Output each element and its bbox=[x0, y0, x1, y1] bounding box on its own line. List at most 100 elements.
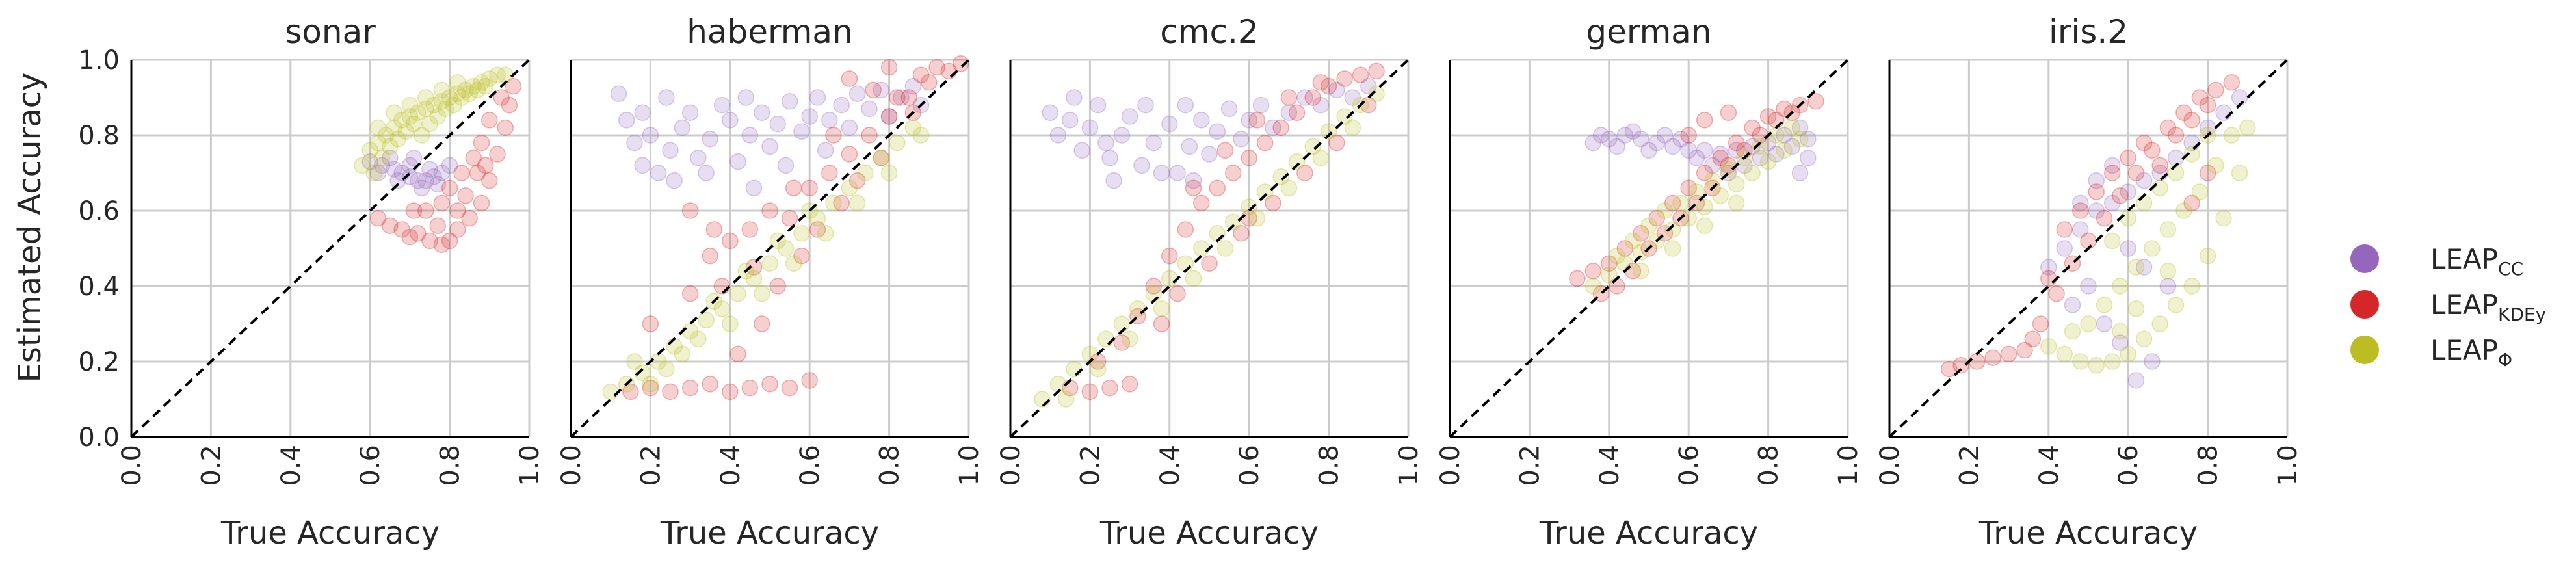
scatter-point bbox=[1744, 119, 1761, 137]
scatter-point bbox=[1744, 165, 1761, 181]
scatter-point bbox=[2135, 330, 2153, 347]
panel-title: haberman bbox=[687, 13, 853, 51]
scatter-point bbox=[1296, 165, 1313, 181]
scatter-point bbox=[1640, 217, 1657, 234]
scatter-point bbox=[1609, 247, 1625, 265]
scatter-point bbox=[433, 194, 451, 212]
panel-title: german bbox=[1586, 13, 1711, 51]
scatter-point bbox=[1704, 157, 1721, 174]
scatter-point bbox=[401, 108, 419, 125]
scatter-point bbox=[401, 228, 419, 246]
scatter-point bbox=[2120, 345, 2136, 363]
scatter-point bbox=[777, 157, 795, 174]
scatter-point bbox=[722, 315, 739, 332]
scatter-point bbox=[1209, 225, 1226, 242]
scatter-point bbox=[2215, 209, 2232, 227]
scatter-point bbox=[1680, 142, 1697, 159]
scatter-point bbox=[449, 202, 466, 219]
scatter-point bbox=[361, 153, 378, 170]
scatter-point bbox=[2120, 209, 2136, 227]
scatter-point bbox=[1344, 89, 1361, 106]
scatter-point bbox=[2144, 240, 2161, 257]
scatter-point bbox=[2199, 165, 2216, 181]
scatter-point bbox=[817, 225, 834, 242]
scatter-point bbox=[481, 112, 498, 129]
scatter-point bbox=[1791, 119, 1809, 137]
scatter-point bbox=[754, 104, 770, 121]
scatter-point bbox=[634, 364, 651, 382]
scatter-point bbox=[737, 89, 755, 106]
scatter-point bbox=[1768, 112, 1785, 129]
scatter-point bbox=[2207, 81, 2224, 99]
scatter-point bbox=[1280, 179, 1298, 196]
scatter-point bbox=[1081, 119, 1099, 137]
scatter-point bbox=[441, 157, 458, 174]
scatter-point bbox=[465, 77, 482, 95]
scatter-point bbox=[365, 165, 383, 181]
scatter-point bbox=[441, 89, 458, 106]
scatter-point bbox=[610, 85, 627, 102]
scatter-point bbox=[2112, 334, 2129, 351]
scatter-point bbox=[904, 77, 922, 95]
scatter-point bbox=[1312, 96, 1330, 114]
scatter-point bbox=[2080, 278, 2097, 295]
scatter-point bbox=[713, 96, 731, 114]
scatter-point bbox=[1233, 131, 1250, 148]
scatter-point bbox=[761, 376, 778, 393]
scatter-point bbox=[2064, 297, 2081, 313]
scatter-point bbox=[873, 81, 890, 99]
legend-label: LEAPKDEy bbox=[2430, 289, 2546, 325]
scatter-point bbox=[1656, 202, 1674, 219]
y-tick-label: 0.8 bbox=[78, 121, 120, 151]
scatter-point bbox=[889, 134, 906, 152]
scatter-point bbox=[841, 179, 858, 196]
scatter-point bbox=[801, 179, 818, 196]
x-tick-label: 0.0 bbox=[1436, 445, 1465, 486]
scatter-point bbox=[761, 255, 778, 272]
scatter-point bbox=[1177, 255, 1194, 272]
scatter-point bbox=[405, 150, 423, 166]
scatter-point bbox=[1768, 127, 1785, 144]
scatter-point bbox=[1728, 194, 1745, 212]
x-tick-label: 0.8 bbox=[1315, 445, 1345, 486]
panel-iris.2: iris.2 0.0 0.2 0.4 0.6 0.8 1.0 True Accuracy bbox=[1875, 13, 2303, 551]
scatter-point bbox=[729, 153, 746, 170]
x-tick-label: 0.6 bbox=[795, 445, 825, 486]
scatter-point bbox=[781, 93, 798, 110]
x-tick-label: 1.0 bbox=[1394, 445, 1424, 486]
scatter-point bbox=[1624, 232, 1642, 250]
scatter-point bbox=[449, 85, 466, 102]
scatter-point bbox=[1153, 300, 1170, 317]
scatter-point bbox=[2103, 194, 2121, 212]
scatter-point bbox=[389, 172, 406, 189]
scatter-point bbox=[1633, 225, 1649, 242]
scatter-point bbox=[1584, 134, 1602, 152]
scatter-point bbox=[1201, 255, 1218, 272]
scatter-point bbox=[662, 142, 679, 159]
scatter-point bbox=[658, 360, 675, 378]
scatter-point bbox=[1360, 77, 1377, 95]
scatter-point bbox=[441, 179, 458, 196]
x-tick-label: 0.6 bbox=[1235, 445, 1265, 486]
scatter-point bbox=[1664, 194, 1681, 212]
scatter-point bbox=[1776, 142, 1793, 159]
x-axis-label: True Accuracy bbox=[1099, 515, 1319, 551]
scatter-point bbox=[1161, 270, 1178, 287]
scatter-point bbox=[793, 247, 810, 265]
scatter-point bbox=[2040, 338, 2057, 355]
scatter-point bbox=[1328, 134, 1345, 152]
scatter-point bbox=[722, 383, 739, 401]
scatter-point bbox=[433, 81, 451, 99]
scatter-point bbox=[1984, 349, 2001, 366]
scatter-point bbox=[1744, 138, 1761, 155]
scatter-point bbox=[953, 55, 969, 72]
series-LEAP_KDEy bbox=[1941, 74, 2241, 378]
scatter-point bbox=[2151, 179, 2168, 196]
scatter-point bbox=[2135, 259, 2153, 276]
scatter-point bbox=[865, 81, 882, 99]
scatter-point bbox=[880, 108, 898, 125]
scatter-point bbox=[2112, 187, 2129, 204]
scatter-point bbox=[2199, 247, 2216, 265]
scatter-point bbox=[861, 127, 878, 144]
scatter-point bbox=[2191, 89, 2209, 106]
